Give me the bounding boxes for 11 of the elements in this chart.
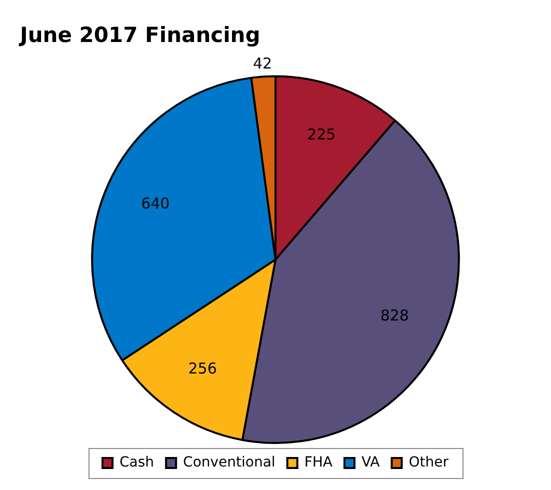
chart-title: June 2017 Financing [18,23,260,48]
legend-label: VA [361,454,380,471]
data-label: 640 [141,194,170,213]
legend-label: Conventional [183,454,276,471]
data-label: 225 [307,126,336,144]
data-label: 828 [380,306,409,324]
data-label: 256 [188,360,217,378]
data-label: 42 [253,54,272,73]
legend-label: FHA [304,454,333,471]
legend-label: Cash [120,454,154,471]
legend-label: Other [408,454,449,471]
